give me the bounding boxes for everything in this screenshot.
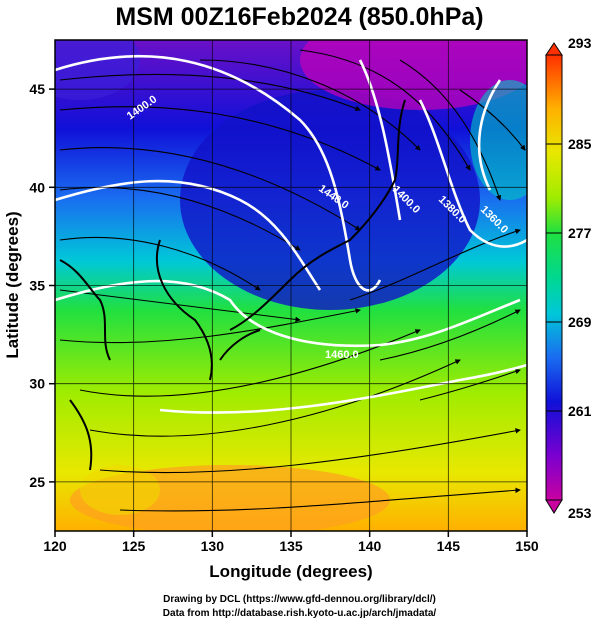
colorbar-tick-label: 269 [568,314,592,330]
x-tick-label: 130 [201,538,225,554]
y-tick-label: 30 [29,376,45,392]
x-tick-label: 120 [43,538,67,554]
x-tick-label: 145 [437,538,461,554]
coastlines [59,99,406,471]
colorbar-tick-label: 285 [568,136,592,152]
map-title: MSM 00Z16Feb2024 (850.0hPa) [115,3,484,31]
y-axis-ticks: 25 30 35 40 45 [29,81,55,490]
colorbar-tick-label: 253 [568,505,592,521]
y-tick-label: 35 [29,278,45,294]
x-tick-label: 125 [122,538,146,554]
colorbar-scale [545,54,563,501]
x-axis-label: Longitude (degrees) [209,562,372,581]
y-tick-label: 45 [29,81,45,97]
colorbar-top-arrow [545,42,563,56]
colorbar-bottom-arrow [545,499,563,514]
y-axis-label: Latitude (degrees) [3,211,22,358]
colorbar: 293 285 277 269 261 253 [545,35,592,521]
contour-label: 1460.0 [325,349,359,361]
drawing-credit: Drawing by DCL (https://www.gfd-dennou.o… [163,594,436,605]
height-contours [55,54,527,414]
data-credit: Data from http://database.rish.kyoto-u.a… [162,608,437,619]
y-tick-label: 40 [29,179,45,195]
colorbar-tick-label: 293 [568,35,592,51]
lat-lon-grid [55,40,527,531]
x-tick-label: 135 [279,538,303,554]
wind-streamlines [59,49,526,512]
x-tick-label: 150 [515,538,539,554]
x-axis-ticks: 120 125 130 135 140 145 150 [43,531,539,554]
colorbar-tick-label: 277 [568,225,592,241]
colorbar-tick-label: 261 [568,403,592,419]
y-tick-label: 25 [29,474,45,490]
colorbar-ticks: 293 285 277 269 261 253 [546,35,592,521]
x-tick-label: 140 [358,538,382,554]
